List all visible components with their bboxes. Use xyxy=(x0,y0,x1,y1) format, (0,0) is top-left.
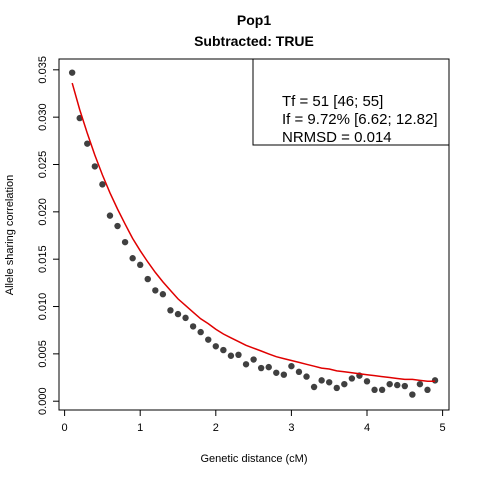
data-point xyxy=(197,328,204,336)
y-axis: 0.000 0.005 0.010 0.015 0.020 0.025 0.030 0.035 xyxy=(37,56,60,415)
x-tick-label: 2 xyxy=(213,422,219,434)
data-point xyxy=(137,261,144,269)
data-point xyxy=(265,363,272,371)
data-point xyxy=(144,275,151,283)
y-tick-label: 0.025 xyxy=(37,151,49,179)
x-axis-label: Genetic distance (cM) xyxy=(201,453,308,465)
data-point xyxy=(121,238,129,246)
data-point xyxy=(318,377,325,384)
x-tick-label: 4 xyxy=(364,422,370,434)
data-point xyxy=(250,356,257,363)
y-tick-label: 0.015 xyxy=(37,245,49,273)
data-point xyxy=(310,383,318,391)
y-tick-label: 0.000 xyxy=(37,387,49,415)
fit-curve xyxy=(71,82,435,383)
data-point xyxy=(114,222,121,230)
chart-title: Pop1 xyxy=(237,12,271,28)
data-point xyxy=(333,384,340,392)
x-tick-label: 1 xyxy=(137,422,143,434)
data-point xyxy=(174,310,182,318)
data-point xyxy=(394,381,401,389)
data-point xyxy=(205,336,212,343)
data-point xyxy=(99,181,106,188)
data-point xyxy=(401,382,408,390)
data-point xyxy=(341,380,348,388)
legend-line-if: If = 9.72% [6.62; 12.82] xyxy=(282,111,438,128)
y-tick-label: 0.010 xyxy=(37,293,49,321)
data-point xyxy=(227,352,235,359)
legend: Tf = 51 [46; 55] If = 9.72% [6.62; 12.82… xyxy=(252,58,450,146)
data-point xyxy=(220,346,227,354)
data-point xyxy=(416,380,424,388)
data-point xyxy=(348,375,356,382)
data-point xyxy=(257,364,265,372)
data-point xyxy=(91,163,99,170)
data-point xyxy=(303,373,310,380)
data-point xyxy=(182,314,189,322)
x-tick-label: 3 xyxy=(288,422,294,434)
data-point xyxy=(386,380,393,388)
data-point xyxy=(235,351,242,359)
data-point xyxy=(212,343,219,350)
data-point xyxy=(295,368,303,376)
data-point xyxy=(167,307,174,314)
data-point xyxy=(242,361,250,368)
data-point xyxy=(273,369,280,376)
x-axis: 0 1 2 3 4 5 xyxy=(62,409,446,434)
y-tick-label: 0.020 xyxy=(37,198,49,226)
legend-line-tf: Tf = 51 [46; 55] xyxy=(282,93,383,110)
data-point xyxy=(424,386,431,394)
legend-box xyxy=(252,58,450,146)
chart-subtitle: Subtracted: TRUE xyxy=(194,33,314,49)
data-point xyxy=(280,371,288,378)
data-point xyxy=(84,140,91,147)
y-axis-label: Allele sharing correlation xyxy=(4,175,16,295)
data-point xyxy=(106,212,114,219)
data-points xyxy=(68,69,439,398)
legend-line-nrmsd: NRMSD = 0.014 xyxy=(282,129,392,146)
y-tick-label: 0.005 xyxy=(37,340,49,368)
data-point xyxy=(363,378,371,385)
data-point xyxy=(326,379,333,386)
data-point xyxy=(409,391,416,398)
data-point xyxy=(68,69,76,76)
x-tick-label: 0 xyxy=(62,422,68,434)
data-point xyxy=(159,291,167,298)
data-point xyxy=(371,386,378,394)
data-point xyxy=(152,287,159,294)
data-point xyxy=(288,362,295,370)
y-tick-label: 0.035 xyxy=(37,56,49,84)
data-point xyxy=(431,377,439,384)
x-tick-label: 5 xyxy=(440,422,446,434)
y-tick-label: 0.030 xyxy=(37,103,49,131)
data-point xyxy=(189,323,197,330)
data-point xyxy=(378,386,386,394)
data-point xyxy=(129,255,136,262)
